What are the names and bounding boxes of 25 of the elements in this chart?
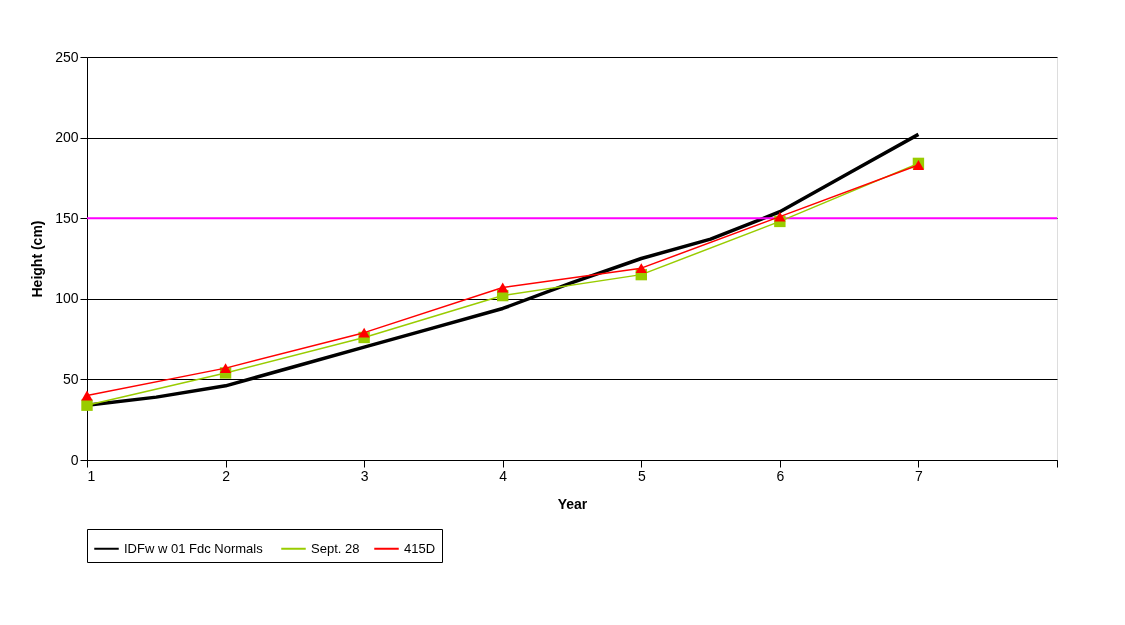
y-tick-label: 50	[62, 370, 79, 387]
legend-label: Sept. 28	[311, 540, 360, 556]
point	[219, 363, 232, 374]
y-tick-label: 100	[55, 290, 79, 307]
point	[81, 390, 93, 401]
legend-label: IDFw w 01 Fdc Normals	[124, 540, 264, 556]
point	[358, 327, 370, 338]
x-tick-label: 4	[499, 467, 508, 484]
x-tick-label: 1	[87, 467, 96, 484]
x-tick-label: 5	[637, 467, 646, 484]
point	[774, 211, 786, 222]
x-tick-label: 6	[776, 467, 785, 484]
x-axis-title: Year	[557, 495, 588, 512]
legend-label: 415D	[404, 540, 436, 556]
point	[635, 263, 647, 274]
y-tick-label: 200	[55, 129, 79, 146]
point	[497, 282, 509, 293]
y-tick-label: 250	[55, 48, 79, 65]
y-tick-label: 150	[55, 209, 79, 226]
x-tick-label: 7	[915, 467, 924, 484]
x-tick-label: 2	[222, 467, 231, 484]
x-tick-label: 3	[360, 467, 369, 484]
y-axis-title: Height (cm)	[29, 220, 46, 298]
point	[81, 399, 93, 411]
y-tick-label: 0	[70, 451, 79, 468]
